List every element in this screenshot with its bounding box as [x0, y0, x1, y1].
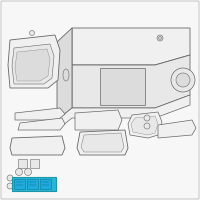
Polygon shape: [81, 133, 124, 152]
Polygon shape: [77, 130, 128, 155]
Polygon shape: [158, 120, 196, 138]
Polygon shape: [8, 35, 60, 88]
Circle shape: [30, 30, 35, 36]
Polygon shape: [18, 118, 65, 130]
Circle shape: [158, 36, 162, 40]
Polygon shape: [12, 44, 54, 84]
Bar: [18, 159, 27, 168]
Polygon shape: [75, 110, 122, 130]
Polygon shape: [57, 28, 72, 120]
Circle shape: [16, 168, 22, 176]
Polygon shape: [57, 95, 190, 130]
Polygon shape: [10, 136, 65, 155]
Bar: [12, 177, 56, 191]
Polygon shape: [100, 68, 145, 105]
Circle shape: [157, 35, 163, 41]
Polygon shape: [15, 108, 65, 120]
Ellipse shape: [63, 69, 69, 81]
Bar: [40, 179, 51, 189]
Polygon shape: [131, 116, 158, 135]
Polygon shape: [72, 55, 190, 108]
Bar: [14, 179, 25, 189]
Circle shape: [7, 183, 13, 189]
Polygon shape: [128, 112, 162, 138]
Bar: [30, 159, 39, 168]
Circle shape: [176, 73, 190, 87]
Circle shape: [144, 115, 150, 121]
Circle shape: [144, 123, 150, 129]
Circle shape: [24, 168, 32, 176]
Polygon shape: [15, 49, 50, 81]
Bar: [27, 179, 38, 189]
Polygon shape: [72, 28, 190, 65]
Circle shape: [171, 68, 195, 92]
Circle shape: [7, 175, 13, 181]
